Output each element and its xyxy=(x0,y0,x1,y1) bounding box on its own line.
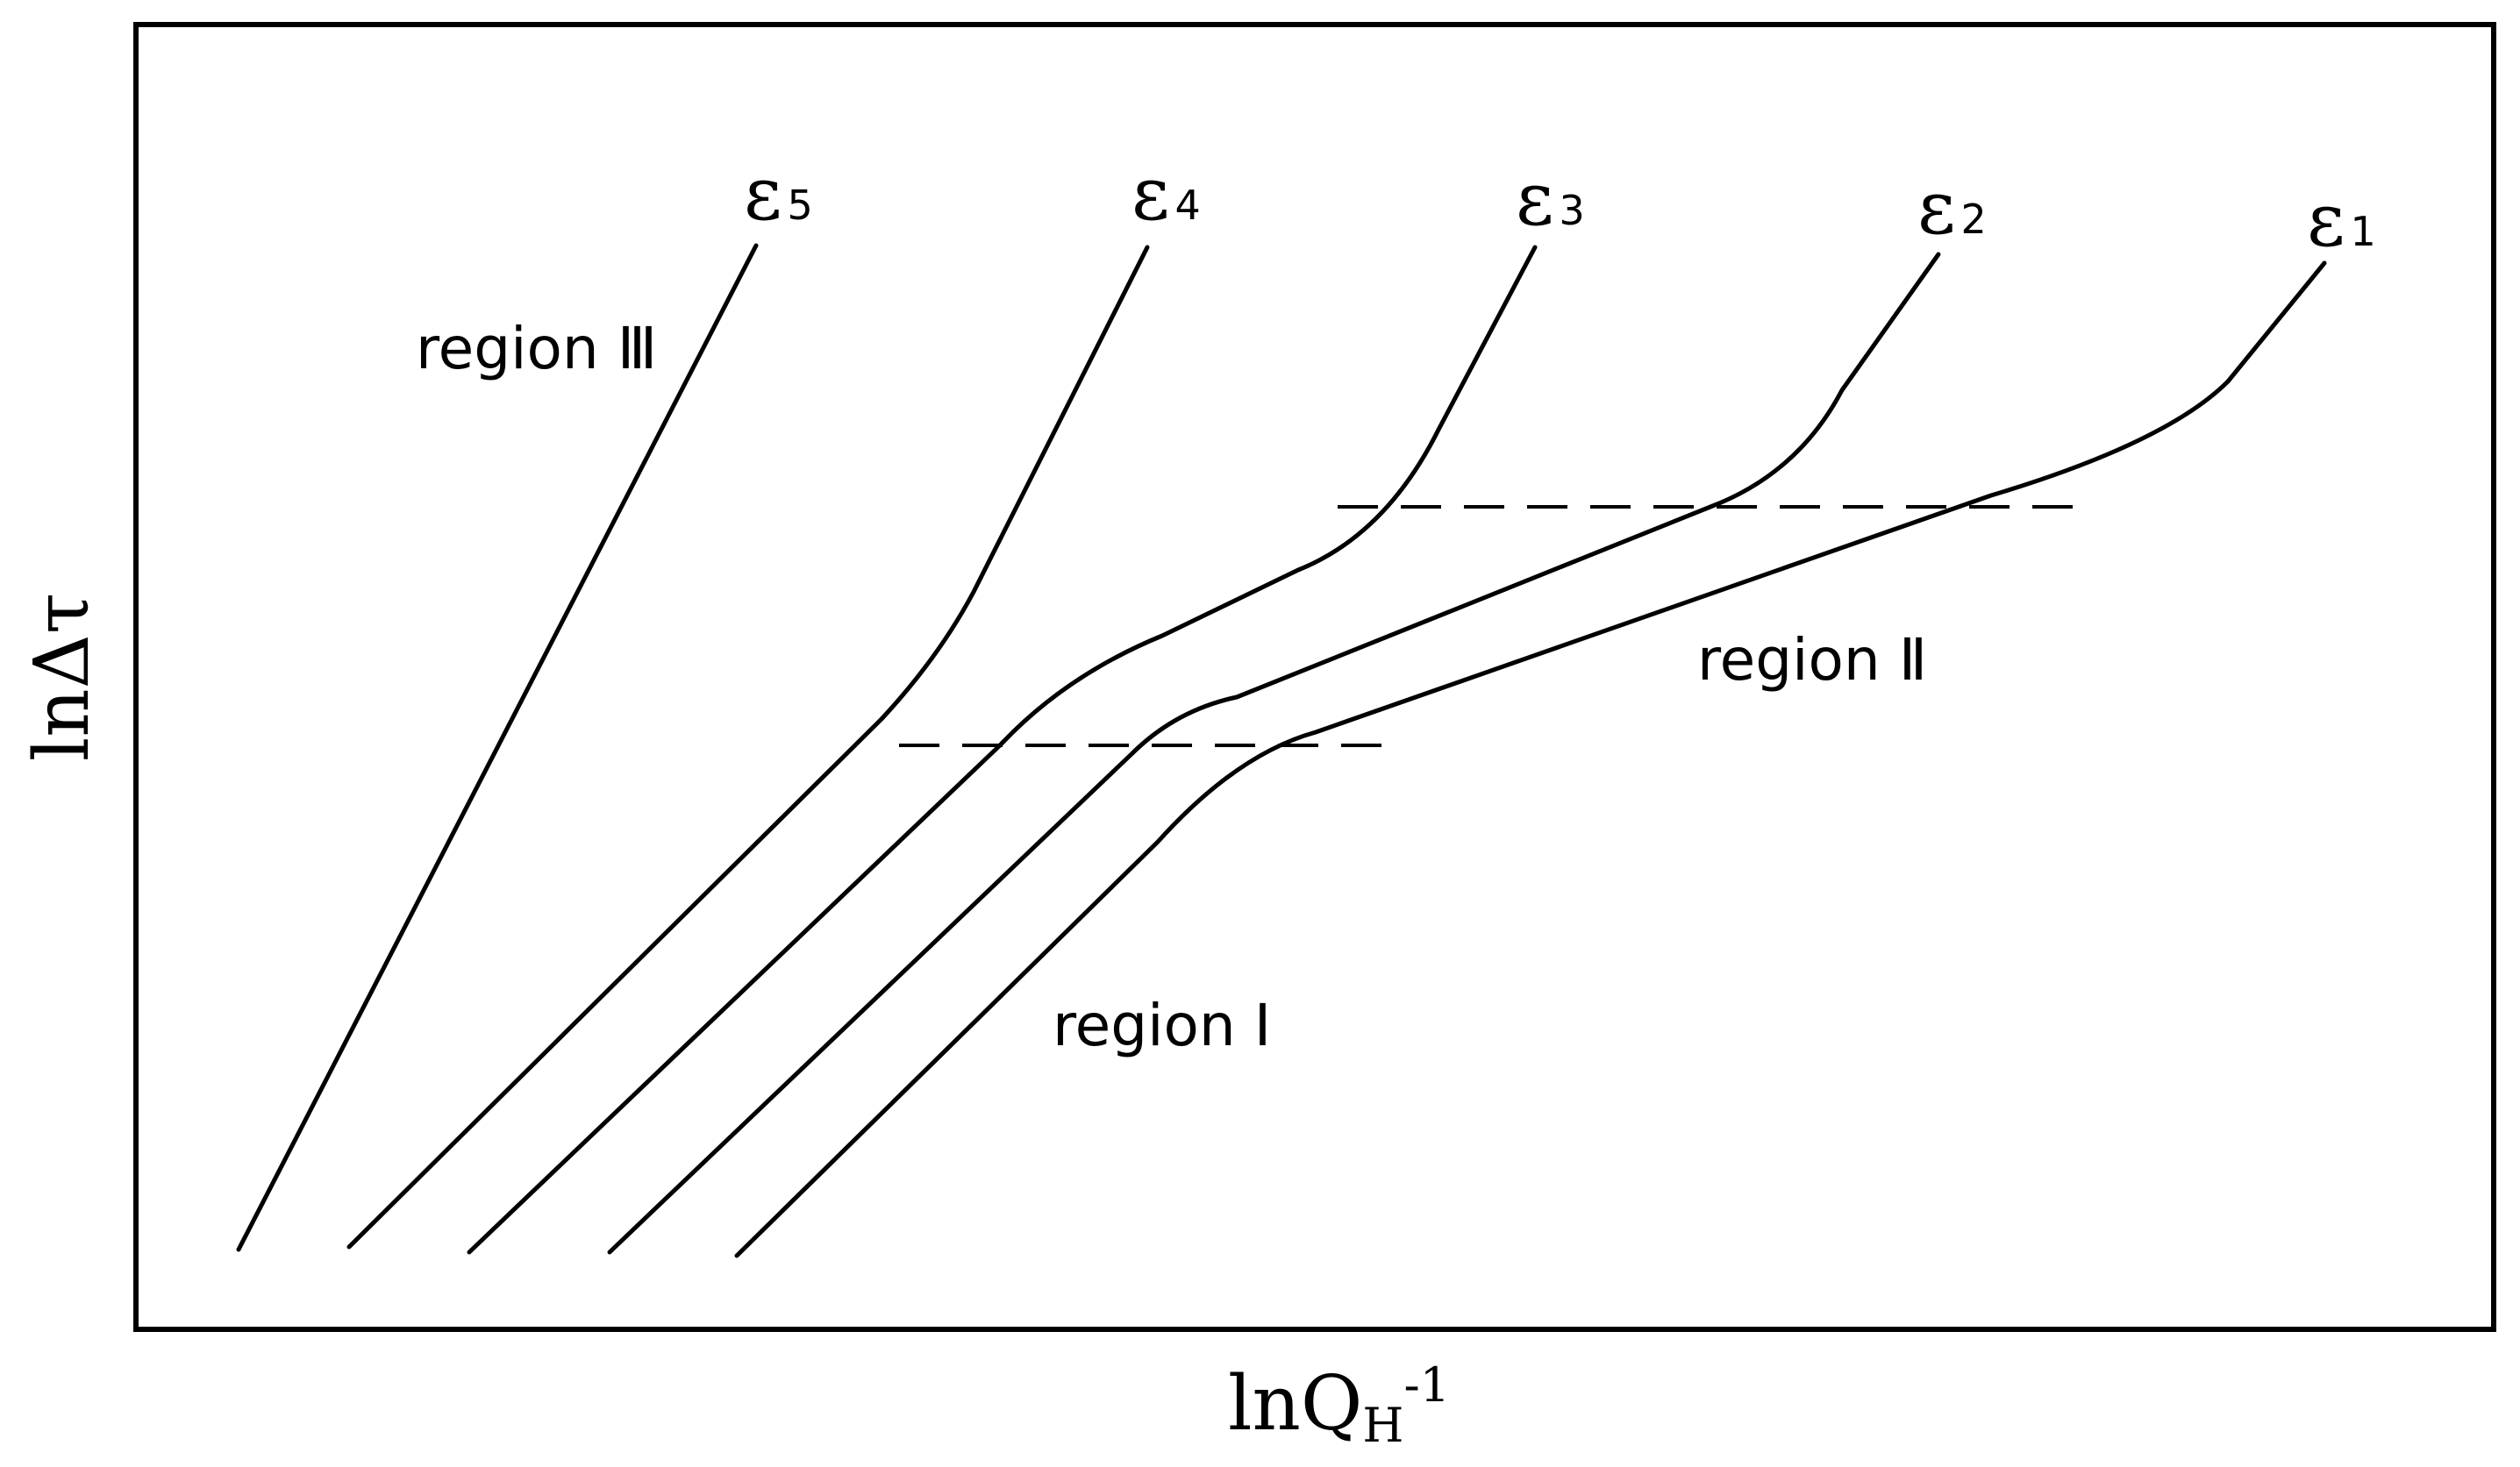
region-label-3: region Ⅲ xyxy=(416,315,657,382)
region-label-1: region I xyxy=(1053,992,1271,1059)
curve-epsilon-3 xyxy=(467,245,1538,1255)
curve-epsilon-1 xyxy=(734,260,2327,1258)
x-axis-label: lnQH-1 xyxy=(1228,1357,1450,1453)
curve-epsilon-4 xyxy=(346,245,1150,1250)
curve-epsilon-2 xyxy=(607,252,1941,1255)
y-axis-label: lnΔτ xyxy=(18,593,106,762)
curve-epsilon-5 xyxy=(236,243,759,1252)
region-label-2: region Ⅱ xyxy=(1697,626,1927,694)
plot-frame xyxy=(133,22,2496,1332)
